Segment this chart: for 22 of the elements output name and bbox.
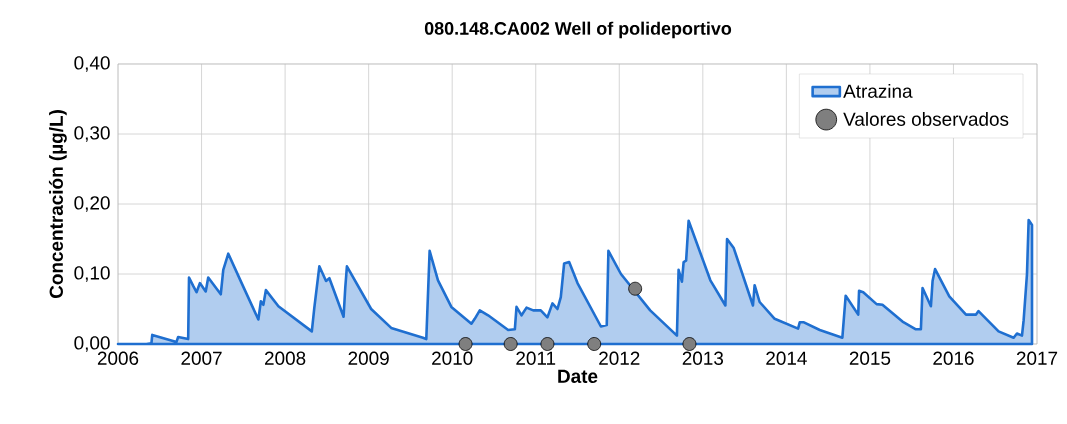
x-axis-title: Date — [558, 369, 598, 383]
chart-title: 080.148.CA002 Well of polideportivo — [424, 21, 732, 39]
legend-label: Atrazina — [843, 83, 913, 98]
y-tick-label: 0,00 — [74, 336, 110, 352]
y-tick-label: 0,40 — [74, 56, 110, 72]
x-tick-label: 2017 — [1016, 351, 1058, 365]
y-tick-label: 0,30 — [74, 126, 110, 142]
x-tick-label: 2006 — [97, 351, 139, 365]
y-tick-label: 0,10 — [74, 266, 110, 282]
x-tick-label: 2009 — [348, 351, 389, 365]
x-tick-label: 2012 — [599, 351, 640, 365]
x-tick-label: 2011 — [516, 351, 556, 365]
y-axis-title: Concentración (µg/L) — [48, 110, 67, 299]
x-tick-label: 2016 — [933, 351, 974, 365]
x-tick-label: 2007 — [181, 351, 222, 365]
x-tick-label: 2010 — [432, 351, 473, 365]
x-tick-label: 2015 — [849, 351, 891, 365]
x-tick-label: 2014 — [766, 351, 807, 365]
legend-label: Valores observados — [843, 111, 1009, 126]
x-tick-label: 2008 — [264, 351, 306, 365]
y-tick-label: 0,20 — [74, 196, 110, 212]
x-tick-label: 2013 — [682, 351, 724, 365]
